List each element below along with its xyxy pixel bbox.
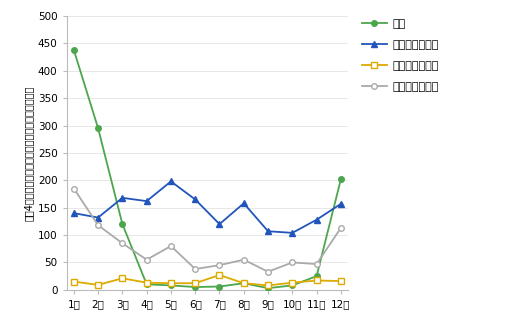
氷面 bbox=[313, 274, 319, 278]
水系で濁れた面 bbox=[192, 198, 198, 202]
油系で濁れた面 bbox=[71, 279, 77, 284]
不明除くその他 bbox=[143, 258, 150, 261]
不明除くその他 bbox=[241, 258, 247, 261]
氷面 bbox=[338, 177, 344, 181]
水系で濁れた面 bbox=[119, 196, 125, 200]
油系で濁れた面 bbox=[289, 281, 295, 285]
水系で濁れた面 bbox=[338, 202, 344, 206]
氷面 bbox=[95, 127, 101, 130]
油系で濁れた面 bbox=[338, 279, 344, 283]
不明除くその他 bbox=[217, 263, 223, 267]
水系で濁れた面 bbox=[95, 216, 101, 220]
水系で濁れた面 bbox=[71, 211, 77, 215]
氷面 bbox=[143, 282, 150, 286]
油系で濁れた面 bbox=[168, 281, 174, 285]
油系で濁れた面 bbox=[143, 281, 150, 285]
Legend: 氷面, 水系で濁れた面, 油系で濁れた面, 不明除くその他: 氷面, 水系で濁れた面, 油系で濁れた面, 不明除くその他 bbox=[362, 19, 439, 92]
不明除くその他 bbox=[265, 270, 271, 274]
氷面 bbox=[71, 48, 77, 52]
氷面 bbox=[289, 283, 295, 287]
油系で濁れた面 bbox=[95, 283, 101, 287]
不明除くその他 bbox=[192, 267, 198, 271]
氷面 bbox=[217, 285, 223, 289]
不明除くその他 bbox=[168, 244, 174, 248]
氷面 bbox=[168, 283, 174, 287]
Y-axis label: 休業4日以上のすべりによる天候事故死傷者数、人: 休業4日以上のすべりによる天候事故死傷者数、人 bbox=[24, 85, 34, 221]
水系で濁れた面 bbox=[241, 201, 247, 205]
Line: 氷面: 氷面 bbox=[71, 47, 344, 291]
氷面 bbox=[192, 285, 198, 289]
不明除くその他 bbox=[313, 262, 319, 266]
水系で濁れた面 bbox=[168, 179, 174, 183]
氷面 bbox=[119, 222, 125, 226]
不明除くその他 bbox=[338, 226, 344, 230]
油系で濁れた面 bbox=[192, 281, 198, 285]
不明除くその他 bbox=[119, 242, 125, 245]
Line: 不明除くその他: 不明除くその他 bbox=[71, 186, 344, 275]
油系で濁れた面 bbox=[265, 283, 271, 287]
Line: 油系で濁れた面: 油系で濁れた面 bbox=[71, 272, 344, 288]
不明除くその他 bbox=[71, 187, 77, 191]
油系で濁れた面 bbox=[119, 276, 125, 280]
不明除くその他 bbox=[95, 223, 101, 227]
不明除くその他 bbox=[289, 260, 295, 264]
油系で濁れた面 bbox=[313, 279, 319, 282]
油系で濁れた面 bbox=[217, 273, 223, 277]
水系で濁れた面 bbox=[217, 222, 223, 226]
水系で濁れた面 bbox=[143, 199, 150, 203]
氷面 bbox=[265, 286, 271, 290]
水系で濁れた面 bbox=[313, 218, 319, 222]
Line: 水系で濁れた面: 水系で濁れた面 bbox=[71, 179, 344, 236]
水系で濁れた面 bbox=[289, 231, 295, 235]
油系で濁れた面 bbox=[241, 281, 247, 285]
水系で濁れた面 bbox=[265, 229, 271, 233]
氷面 bbox=[241, 281, 247, 285]
